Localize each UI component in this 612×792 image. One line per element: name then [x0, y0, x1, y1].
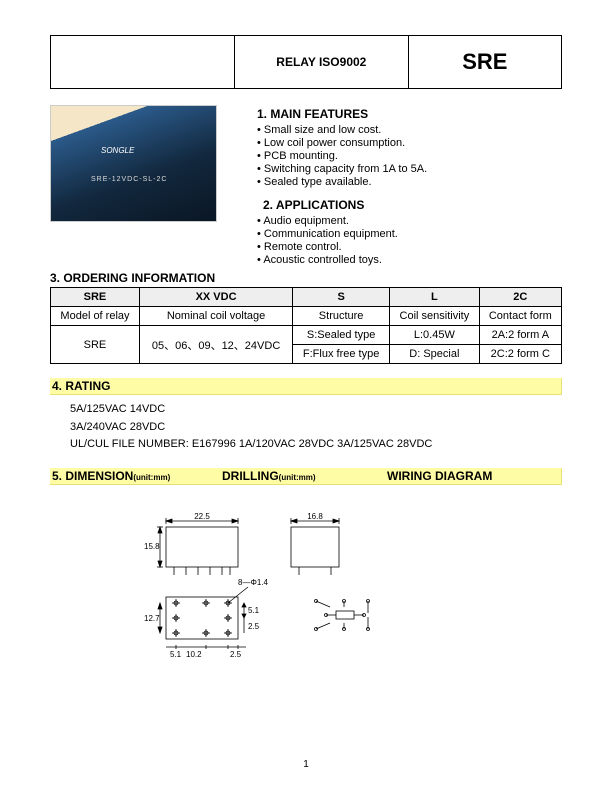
order-sub: Coil sensitivity: [390, 307, 480, 326]
rating-line: UL/CUL FILE NUMBER: E167996 1A/120VAC 28…: [70, 436, 562, 454]
order-sub: Model of relay: [51, 307, 140, 326]
svg-text:2.5: 2.5: [248, 622, 260, 631]
order-s1: S:Sealed type: [293, 326, 390, 345]
section5-bar: 5. DIMENSION(unit:mm) DRILLING(unit:mm) …: [50, 468, 562, 485]
photo-brand: SONGLE: [101, 146, 134, 155]
dim-unit: (unit:mm): [133, 473, 170, 482]
drill-unit: (unit:mm): [279, 473, 316, 482]
order-sub: Contact form: [479, 307, 561, 326]
dim-title: 5. DIMENSION: [52, 469, 133, 483]
order-s2: F:Flux free type: [293, 345, 390, 364]
order-sub: Nominal coil voltage: [139, 307, 292, 326]
rating-line: 3A/240VAC 28VDC: [70, 419, 562, 437]
order-model: SRE: [51, 326, 140, 364]
order-c1: 2A:2 form A: [479, 326, 561, 345]
order-l2: D: Special: [390, 345, 480, 364]
svg-text:16.8: 16.8: [307, 512, 323, 521]
wiring-title: WIRING DIAGRAM: [387, 469, 492, 483]
section4-title: 4. RATING: [50, 378, 562, 395]
rating-lines: 5A/125VAC 14VDC 3A/240VAC 28VDC UL/CUL F…: [70, 401, 562, 454]
feature-bullet: Small size and low cost.: [257, 124, 562, 136]
header-right: SRE: [408, 36, 561, 89]
svg-text:12.7: 12.7: [144, 614, 160, 623]
svg-text:10.2: 10.2: [186, 650, 202, 659]
svg-text:5.1: 5.1: [248, 606, 260, 615]
app-bullet: Communication equipment.: [257, 228, 562, 240]
dimension-diagram: 22.5 15.8 16.8: [126, 507, 486, 667]
order-sub: Structure: [293, 307, 390, 326]
order-c2: 2C:2 form C: [479, 345, 561, 364]
drill-title: DRILLING: [222, 469, 279, 483]
order-hdr: SRE: [51, 288, 140, 307]
order-volt: 05、06、09、12、24VDC: [139, 326, 292, 364]
svg-text:22.5: 22.5: [194, 512, 210, 521]
svg-text:5.1: 5.1: [170, 650, 182, 659]
svg-text:2.5: 2.5: [230, 650, 242, 659]
svg-text:15.8: 15.8: [144, 542, 160, 551]
app-bullet: Acoustic controlled toys.: [257, 254, 562, 266]
rating-line: 5A/125VAC 14VDC: [70, 401, 562, 419]
feature-bullet: Switching capacity from 1A to 5A.: [257, 163, 562, 175]
order-hdr: 2C: [479, 288, 561, 307]
ordering-table: SRE XX VDC S L 2C Model of relay Nominal…: [50, 287, 562, 364]
page-number: 1: [0, 759, 612, 770]
header-mid: RELAY ISO9002: [234, 36, 408, 89]
order-hdr: S: [293, 288, 390, 307]
section3-title: 3. ORDERING INFORMATION: [50, 271, 562, 285]
feature-bullet: Low coil power consumption.: [257, 137, 562, 149]
header-table: RELAY ISO9002 SRE: [50, 35, 562, 89]
app-bullet: Remote control.: [257, 241, 562, 253]
diagrams-row: 22.5 15.8 16.8: [50, 507, 562, 667]
product-photo: SONGLE SRE-12VDC-SL-2C: [50, 105, 217, 222]
app-bullet: Audio equipment.: [257, 215, 562, 227]
feature-bullet: PCB mounting.: [257, 150, 562, 162]
photo-model-label: SRE-12VDC-SL-2C: [91, 176, 167, 183]
svg-text:8—Φ1.4: 8—Φ1.4: [238, 578, 269, 587]
section2-title: 2. APPLICATIONS: [263, 198, 562, 212]
feature-bullet: Sealed type available.: [257, 176, 562, 188]
section1-title: 1. MAIN FEATURES: [257, 107, 562, 121]
order-hdr: XX VDC: [139, 288, 292, 307]
order-hdr: L: [390, 288, 480, 307]
order-l1: L:0.45W: [390, 326, 480, 345]
header-left: [51, 36, 235, 89]
